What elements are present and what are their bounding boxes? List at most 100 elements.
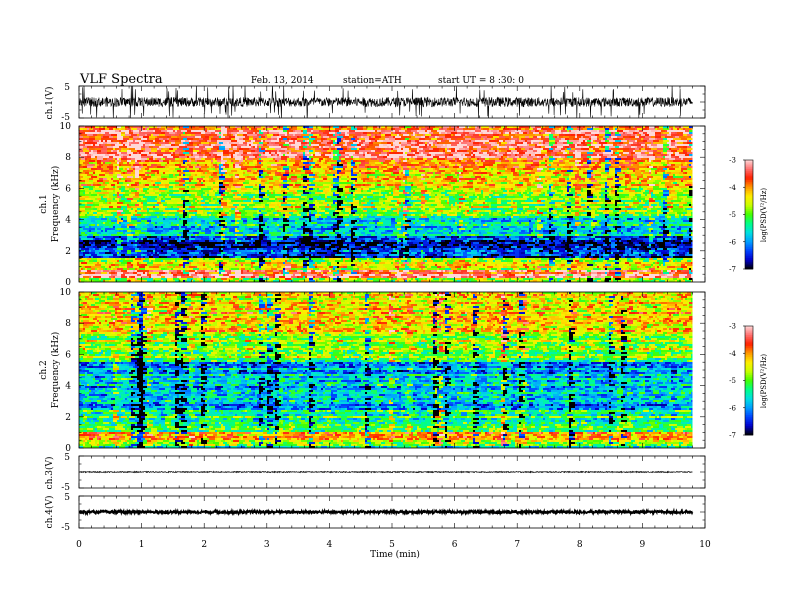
ch1-ytick-top: 5 bbox=[64, 83, 70, 93]
ch2-colorbar-cell bbox=[745, 427, 753, 430]
ch1-colorbar-cell bbox=[745, 265, 753, 268]
ch1-colorbar-cell bbox=[745, 189, 753, 192]
ch2-freq-tick-label: 0 bbox=[65, 444, 71, 454]
ch1-colorbar-cell bbox=[745, 256, 753, 259]
x-axis-label: Time (min) bbox=[370, 549, 420, 560]
ch2-colorbar-cell bbox=[745, 336, 753, 340]
ch2-colorbar-cell bbox=[745, 371, 753, 374]
station-label: station=ATH bbox=[343, 76, 402, 86]
ch1-colorbar-cell bbox=[745, 263, 753, 266]
colorbar2-label: log(PSD(V²/Hz) bbox=[760, 354, 768, 409]
ch2-colorbar-cell bbox=[745, 395, 753, 398]
ch2-colorbar-cell bbox=[745, 364, 753, 367]
ch2-colorbar-cell bbox=[745, 329, 753, 332]
ch1-colorbar-cell bbox=[745, 192, 753, 195]
x-tick-label: 3 bbox=[264, 540, 270, 550]
ch1-colorbar-cell bbox=[745, 259, 753, 263]
ch1-waveform-plot bbox=[79, 86, 693, 118]
ch2-colorbar-cell bbox=[745, 367, 753, 370]
ch2-colorbar-cell bbox=[745, 418, 753, 421]
ch1-freq-tick-label: 10 bbox=[60, 122, 72, 132]
ch2-colorbar-cell bbox=[745, 369, 753, 372]
ch1-ytick-bottom: -5 bbox=[61, 113, 70, 123]
ch2-colorbar-cell bbox=[745, 398, 753, 401]
ch1-colorbar-cell bbox=[745, 252, 753, 255]
ch1-colorbar-cell bbox=[745, 229, 753, 232]
ch2-colorbar-cell bbox=[745, 405, 753, 409]
ch1-colorbar-cell bbox=[745, 196, 753, 199]
ch1-colorbar-cell bbox=[745, 203, 753, 206]
ch1-colorbar-cell bbox=[745, 223, 753, 226]
ch2-channel-label: ch.2 bbox=[39, 360, 49, 379]
ch2-colorbar-cell bbox=[745, 356, 753, 360]
ch2-freq-tick-label: 2 bbox=[65, 413, 71, 423]
ch1-colorbar-cell bbox=[745, 178, 753, 181]
ch3-waveform-plot bbox=[79, 470, 693, 474]
ch1-colorbar-cell bbox=[745, 250, 753, 254]
ch2-colorbar-cell bbox=[745, 404, 753, 407]
ch1-colorbar-cell bbox=[745, 176, 753, 179]
ch2-colorbar-cell bbox=[745, 385, 753, 389]
ch1-freq-tick-label: 4 bbox=[65, 216, 71, 226]
ch1-colorbar-cell bbox=[745, 205, 753, 208]
ch2-colorbar-cell bbox=[745, 349, 753, 352]
ch2-colorbar-cell bbox=[745, 327, 753, 331]
ch2-freq-axis-label: Frequency (kHz) bbox=[50, 332, 61, 409]
ch1-colorbar-cell bbox=[745, 190, 753, 194]
ch2-colorbar-cell bbox=[745, 338, 753, 341]
ch1-colorbar-cell bbox=[745, 185, 753, 188]
ch2-colorbar-cell bbox=[745, 380, 753, 383]
ch3-volt-label: ch.3(V) bbox=[44, 457, 55, 490]
ch2-colorbar-cell bbox=[745, 387, 753, 390]
ch2-colorbar-cell bbox=[745, 347, 753, 351]
ch1-colorbar-cell bbox=[745, 239, 753, 243]
ch2-colorbar-cell bbox=[745, 416, 753, 420]
ch2-colorbar-cell bbox=[745, 433, 753, 436]
ch2-colorbar-cell bbox=[745, 355, 753, 358]
ch2-colorbar-cell bbox=[745, 375, 753, 378]
ch1-volt-label: ch.1(V) bbox=[44, 87, 55, 120]
ch2-freq-tick-label: 6 bbox=[65, 350, 71, 360]
ch1-colorbar-cell bbox=[745, 236, 753, 239]
ch2-colorbar-cell bbox=[745, 431, 753, 434]
ch1-colorbar-cell bbox=[745, 234, 753, 237]
ch1-colorbar-cell bbox=[745, 230, 753, 234]
ch1-colorbar-cell bbox=[745, 207, 753, 210]
ch1-colorbar-cell bbox=[745, 243, 753, 246]
ch2-colorbar-cell bbox=[745, 335, 753, 338]
ch1-colorbar-cell bbox=[745, 183, 753, 186]
figure-title: VLF Spectra bbox=[79, 72, 163, 87]
ch1-colorbar-cell bbox=[745, 219, 753, 223]
x-tick-label: 5 bbox=[389, 540, 395, 550]
ch1-colorbar-cell bbox=[745, 238, 753, 241]
ch2-colorbar-cell bbox=[745, 384, 753, 387]
ch1-colorbar-cell bbox=[745, 245, 753, 248]
ch1-freq-tick-label: 2 bbox=[65, 247, 71, 257]
ch1-colorbar-cell bbox=[745, 179, 753, 183]
x-tick-label: 10 bbox=[699, 540, 711, 550]
ch2-colorbar-cell bbox=[745, 362, 753, 365]
ch1-spectrogram-plot bbox=[79, 126, 705, 282]
colorbar1-label: log(PSD(V²/Hz) bbox=[760, 188, 768, 243]
ch2-colorbar-cell bbox=[745, 391, 753, 394]
ch2-freq-tick-label: 4 bbox=[65, 382, 71, 392]
ch1-colorbar-cell bbox=[745, 181, 753, 185]
ch2-colorbar-tick: -3 bbox=[729, 323, 736, 331]
ch2-colorbar-tick: -4 bbox=[729, 350, 736, 358]
ch1-colorbar-tick: -6 bbox=[729, 238, 736, 246]
ch1-colorbar-cell bbox=[745, 247, 753, 250]
x-tick-label: 6 bbox=[452, 540, 458, 550]
ch2-colorbar-cell bbox=[745, 340, 753, 343]
ch2-colorbar-cell bbox=[745, 411, 753, 414]
ch2-colorbar-cell bbox=[745, 333, 753, 336]
ch2-colorbar-cell bbox=[745, 331, 753, 334]
ch2-colorbar-cell bbox=[745, 344, 753, 347]
ch1-colorbar-cell bbox=[745, 163, 753, 166]
ch2-colorbar-cell bbox=[745, 407, 753, 410]
ch3-ytick-bottom: -5 bbox=[61, 483, 70, 493]
ch1-freq-axis-label: Frequency (kHz) bbox=[50, 166, 61, 243]
ch2-colorbar-cell bbox=[745, 422, 753, 425]
ch1-colorbar-cell bbox=[745, 172, 753, 175]
